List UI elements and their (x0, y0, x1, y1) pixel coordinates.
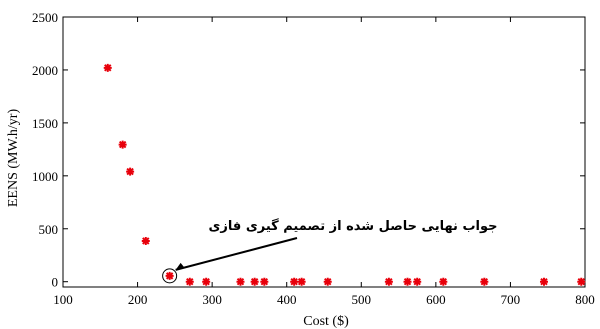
data-point (103, 63, 112, 72)
data-point (403, 277, 412, 286)
y-tick-label: 1000 (32, 169, 58, 184)
data-point (260, 277, 269, 286)
annotation-circle (162, 268, 178, 284)
x-axis-title: Cost ($) (303, 314, 349, 329)
x-tick-label: 800 (575, 292, 595, 307)
data-point (297, 277, 306, 286)
annotation-label: جواب نهایی حاصل شده از تصمیم گیری فازی (209, 218, 498, 234)
data-point (290, 277, 299, 286)
plot-frame (62, 16, 586, 288)
data-point (185, 277, 194, 286)
annotation-arrowhead (175, 262, 185, 270)
y-tick-label: 0 (52, 275, 59, 290)
x-tick-label: 100 (53, 292, 73, 307)
x-tick-label: 700 (501, 292, 521, 307)
x-tick-label: 600 (426, 292, 446, 307)
x-tick-label: 500 (352, 292, 372, 307)
y-tick-label: 500 (39, 222, 59, 237)
data-point (480, 277, 489, 286)
annotation-arrow (175, 237, 298, 271)
data-point (165, 271, 174, 280)
y-tick-label: 2000 (32, 63, 58, 78)
data-point (202, 277, 211, 286)
x-tick-label: 400 (277, 292, 297, 307)
data-point (439, 277, 448, 286)
y-tick-label: 2500 (32, 10, 58, 25)
data-point (539, 277, 548, 286)
data-point (323, 277, 332, 286)
y-axis-title: EENS (MW.h/yr) (6, 109, 21, 208)
data-point (250, 277, 259, 286)
plot-area: 100 200 300 400 500 600 700 800 0 500 1000 1500 2000… (6, 10, 595, 329)
data-point (126, 167, 135, 176)
x-tick-label: 300 (202, 292, 222, 307)
x-tick-label: 200 (128, 292, 148, 307)
data-point (413, 277, 422, 286)
data-point (141, 236, 150, 245)
data-point (384, 277, 393, 286)
data-point (118, 140, 127, 149)
data-point (577, 277, 586, 286)
data-point (236, 277, 245, 286)
y-tick-label: 1500 (32, 116, 58, 131)
